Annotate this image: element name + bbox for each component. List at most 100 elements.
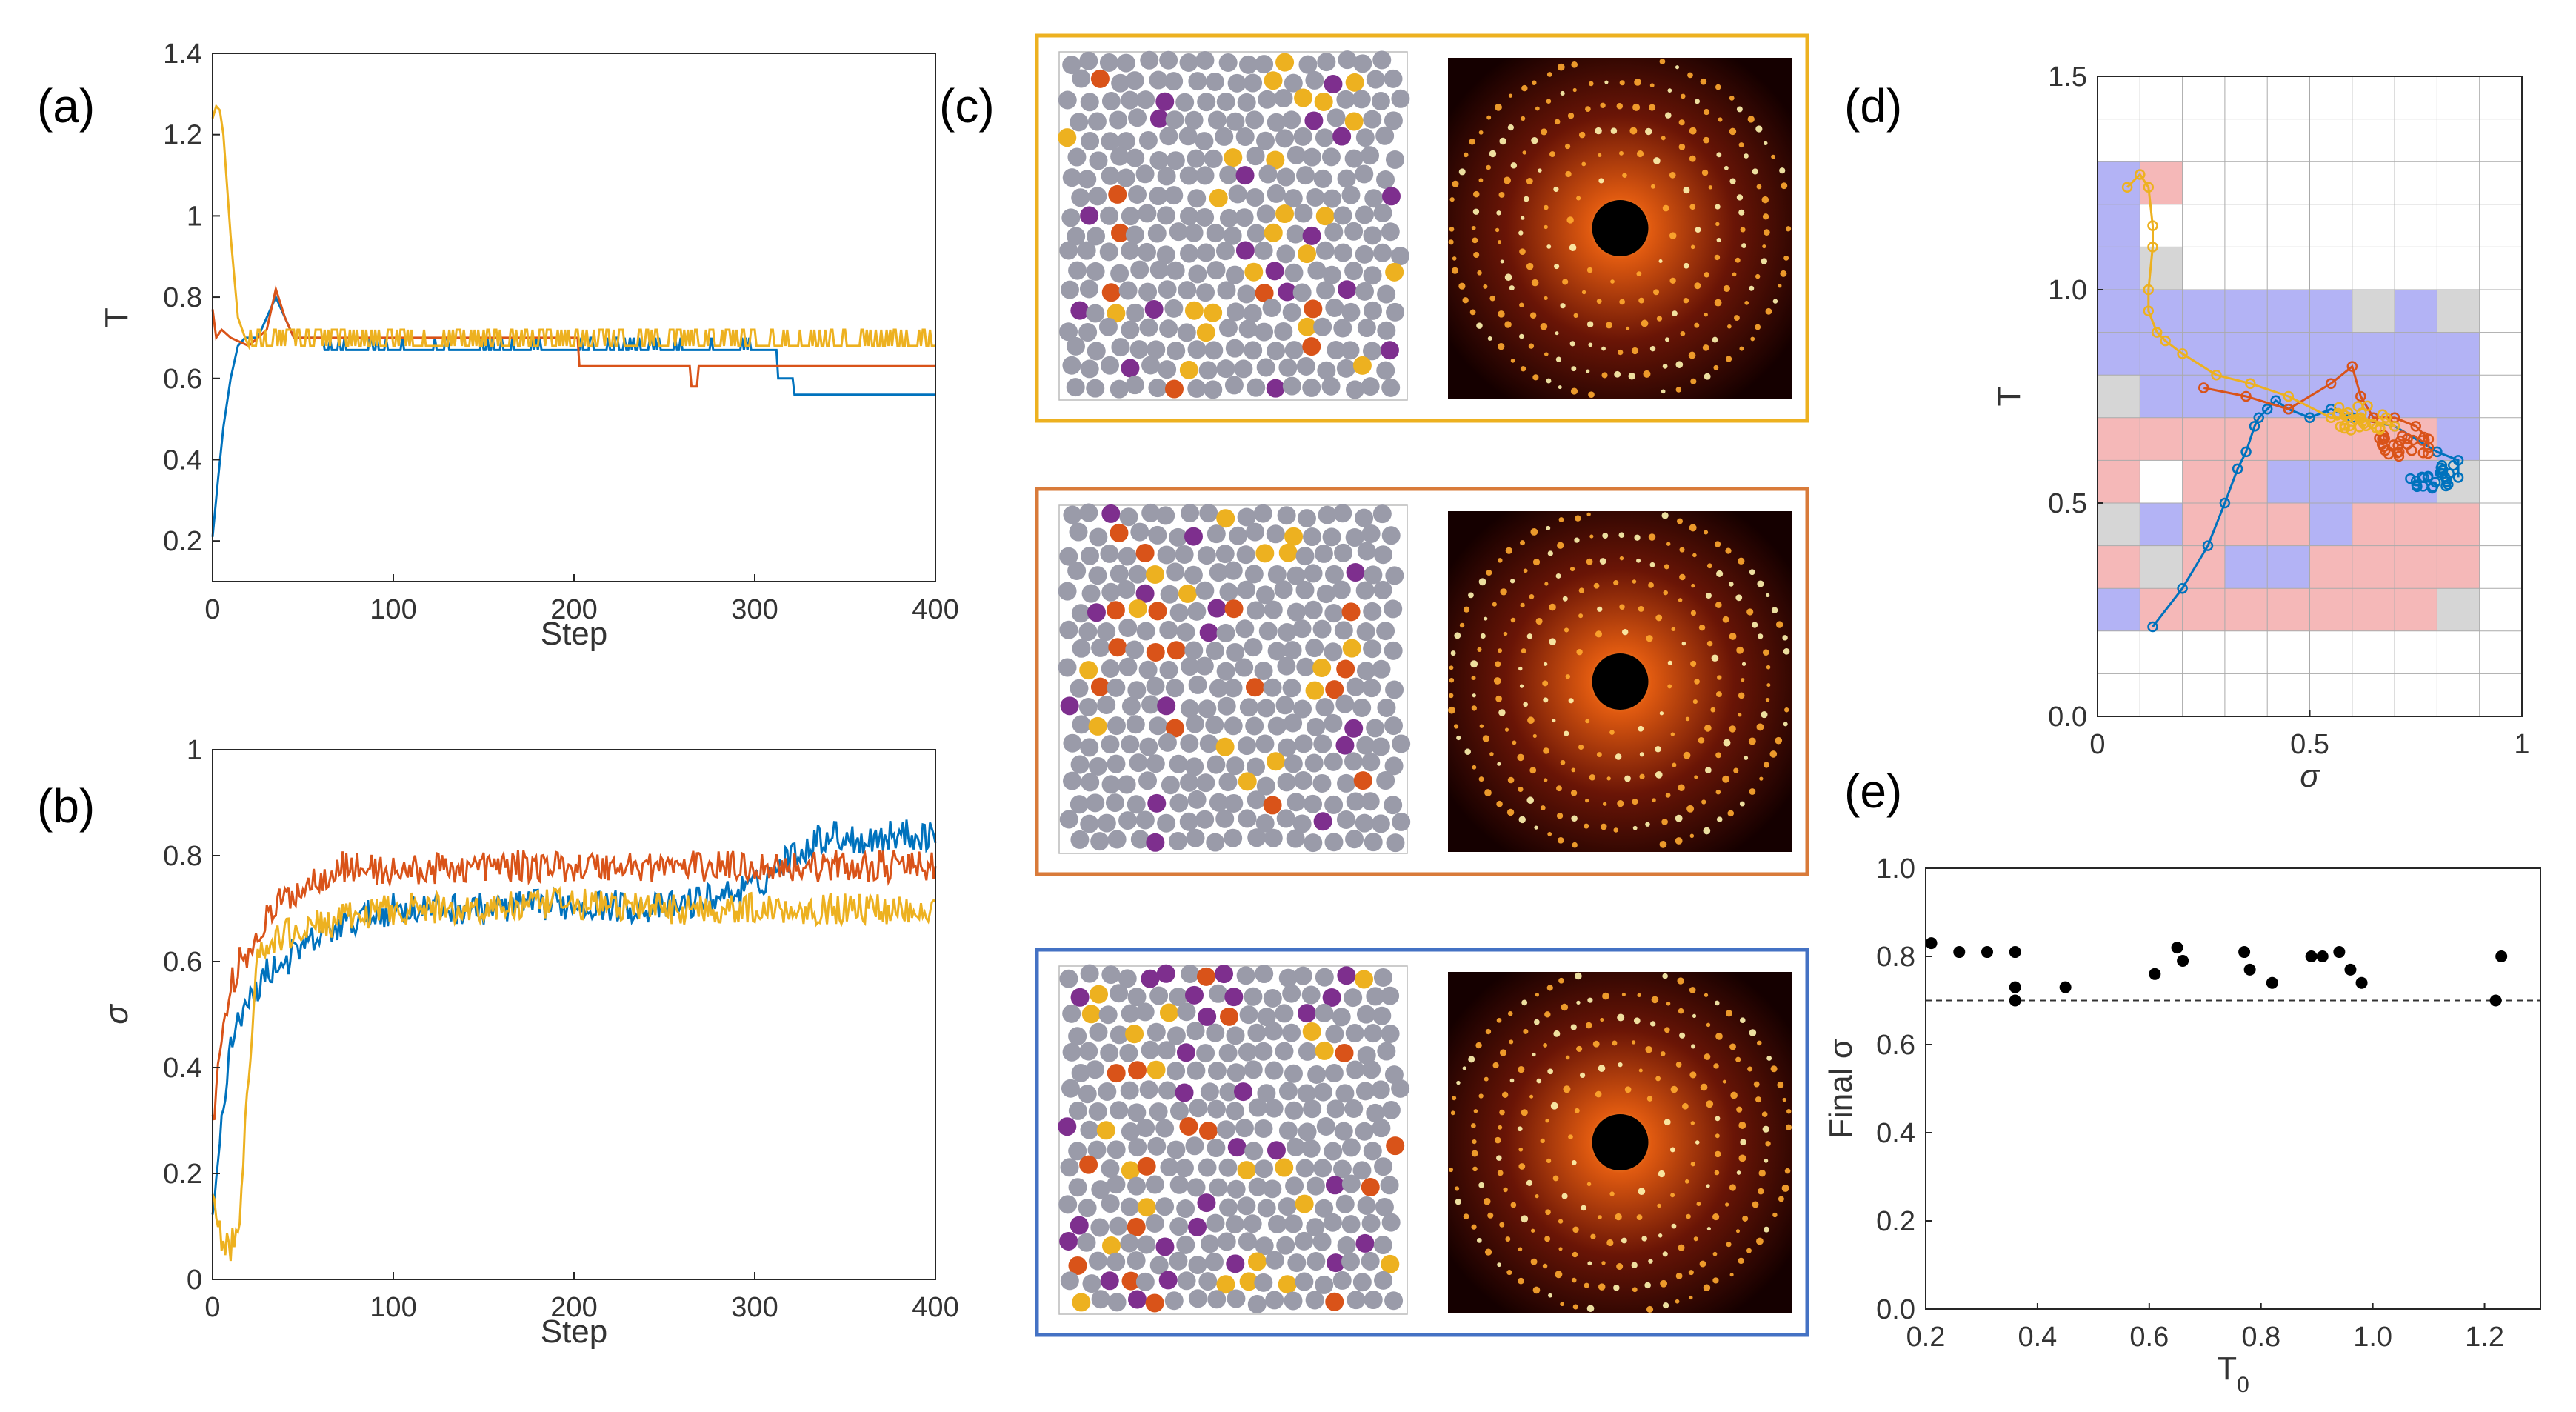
- diffraction-spot: [1574, 1108, 1580, 1113]
- particle: [1135, 164, 1155, 184]
- diffraction-spot: [1713, 1063, 1719, 1069]
- particle: [1364, 1024, 1383, 1043]
- particle: [1125, 225, 1144, 244]
- series-point-yellow: [2121, 182, 2133, 193]
- y-tick-label: 0.4: [163, 1053, 202, 1084]
- diffraction-spot: [1753, 1081, 1760, 1088]
- diffraction-spot: [1634, 79, 1641, 86]
- particle: [1324, 565, 1344, 584]
- grid-cell: [2182, 290, 2225, 333]
- diffraction-spot: [1653, 157, 1661, 164]
- particle: [1157, 813, 1176, 833]
- grid-cell: [2267, 588, 2310, 631]
- diffraction-spot: [1595, 1090, 1602, 1098]
- diffraction-spot: [1606, 776, 1611, 781]
- diffraction-spot: [1683, 187, 1690, 194]
- particle: [1187, 340, 1207, 359]
- diffraction-spot: [1688, 351, 1696, 359]
- diffraction-spot: [1678, 784, 1685, 791]
- particle: [1355, 1122, 1374, 1141]
- diffraction-spot: [1655, 1076, 1661, 1082]
- grid-cell: [2098, 460, 2140, 503]
- diffraction-spot: [1651, 996, 1659, 1004]
- particle: [1119, 1043, 1138, 1062]
- grid-cell: [2267, 545, 2310, 589]
- particle: [1195, 810, 1215, 829]
- particle: [1097, 695, 1116, 714]
- diffraction-spot: [1675, 65, 1680, 70]
- diffraction-center: [1592, 653, 1649, 710]
- series-point-orange: [2393, 450, 2405, 462]
- particle: [1219, 1082, 1238, 1102]
- diffraction-spot: [1571, 1159, 1577, 1165]
- diffraction-spot: [1557, 63, 1565, 71]
- particle: [1070, 988, 1090, 1007]
- diffraction-spot: [1598, 1283, 1606, 1291]
- particle: [1176, 1199, 1195, 1219]
- particle: [1254, 662, 1273, 681]
- diffraction-spot: [1535, 617, 1543, 625]
- particle: [1117, 580, 1136, 599]
- diffraction-spot: [1714, 1170, 1720, 1176]
- diffraction-spot: [1454, 1186, 1460, 1191]
- diffraction-spot: [1576, 648, 1583, 656]
- particle: [1078, 1199, 1097, 1218]
- particle: [1180, 773, 1199, 792]
- particle: [1156, 206, 1175, 225]
- particle: [1215, 127, 1234, 146]
- particle: [1244, 638, 1263, 657]
- particle: [1184, 110, 1204, 130]
- particle: [1275, 1004, 1294, 1023]
- diffraction-spot: [1601, 346, 1606, 351]
- particle: [1060, 280, 1079, 299]
- diffraction-spot: [1576, 1045, 1583, 1052]
- diffraction-spot: [1499, 1109, 1505, 1116]
- particle: [1381, 1254, 1400, 1273]
- particle: [1158, 280, 1177, 299]
- diffraction-spot: [1661, 136, 1666, 141]
- diffraction-spot: [1725, 356, 1732, 362]
- particle: [1157, 1041, 1176, 1060]
- diffraction-spot: [1639, 773, 1645, 779]
- diffraction-spot: [1736, 194, 1744, 201]
- diffraction-spot: [1475, 1042, 1482, 1049]
- diffraction-spot: [1534, 825, 1538, 830]
- particle: [1148, 379, 1167, 398]
- particle: [1149, 986, 1169, 1005]
- diffraction-spot: [1598, 178, 1604, 184]
- particle: [1100, 1271, 1119, 1291]
- particle: [1080, 359, 1099, 379]
- diffraction-spot: [1625, 326, 1630, 331]
- particle: [1375, 126, 1395, 145]
- particle: [1237, 1196, 1256, 1216]
- particle: [1302, 226, 1321, 245]
- particle: [1257, 1008, 1276, 1027]
- particle: [1127, 1290, 1147, 1309]
- series-point-orange: [2368, 412, 2379, 424]
- particle: [1278, 543, 1298, 562]
- diffraction-spot: [1715, 691, 1722, 698]
- particle: [1062, 1042, 1081, 1062]
- diffraction-spot: [1503, 631, 1508, 636]
- particle: [1302, 337, 1321, 356]
- particle: [1219, 1198, 1238, 1217]
- diffraction-spot: [1600, 102, 1606, 108]
- diffraction-spot: [1503, 1187, 1508, 1193]
- particle: [1098, 1082, 1117, 1101]
- particle: [1070, 113, 1089, 132]
- series-point-blue: [2177, 582, 2188, 594]
- particle: [1071, 604, 1090, 623]
- diffraction-spot: [1497, 1170, 1504, 1176]
- diffraction-spot: [1738, 1257, 1744, 1265]
- particle: [1353, 54, 1372, 73]
- scatter-point: [2009, 981, 2021, 993]
- particle: [1204, 303, 1223, 322]
- particle: [1179, 360, 1198, 379]
- grid-cell: [2309, 460, 2352, 503]
- particle: [1341, 1215, 1361, 1234]
- series-point-yellow: [2371, 422, 2382, 434]
- series-point-orange: [2392, 440, 2403, 451]
- particle: [1363, 266, 1382, 285]
- diffraction-spot: [1690, 244, 1695, 250]
- particle: [1060, 1271, 1079, 1291]
